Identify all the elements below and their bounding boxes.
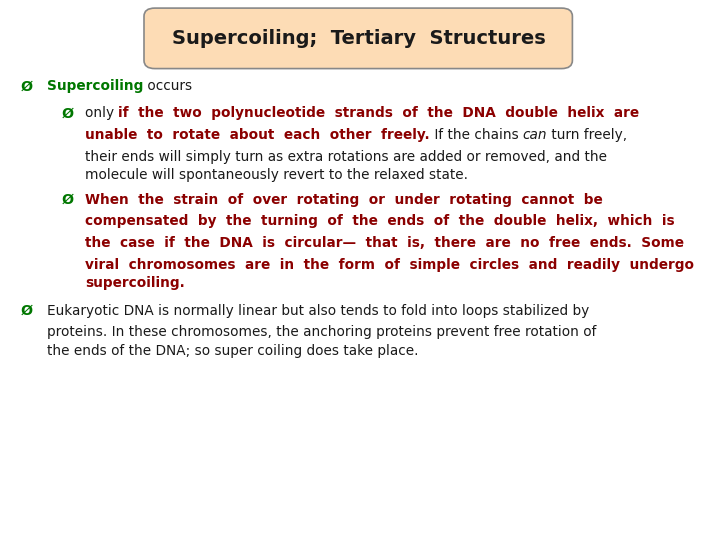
Text: Eukaryotic DNA is normally linear but also tends to fold into loops stabilized b: Eukaryotic DNA is normally linear but al…: [47, 303, 589, 318]
Text: unable  to  rotate  about  each  other  freely.: unable to rotate about each other freely…: [85, 128, 430, 142]
Text: their ends will simply turn as extra rotations are added or removed, and the: their ends will simply turn as extra rot…: [85, 150, 607, 164]
Text: If the chains: If the chains: [430, 128, 523, 142]
Text: Ø: Ø: [20, 79, 32, 93]
Text: Ø: Ø: [61, 193, 73, 207]
FancyBboxPatch shape: [144, 8, 572, 69]
Text: occurs: occurs: [143, 79, 192, 93]
Text: the  case  if  the  DNA  is  circular—  that  is,  there  are  no  free  ends.  : the case if the DNA is circular— that is…: [85, 236, 684, 250]
Text: turn freely,: turn freely,: [547, 128, 627, 142]
Text: Supercoiling;  Tertiary  Structures: Supercoiling; Tertiary Structures: [171, 29, 546, 48]
Text: supercoiling.: supercoiling.: [85, 276, 185, 291]
Text: Ø: Ø: [61, 106, 73, 120]
Text: When  the  strain  of  over  rotating  or  under  rotating  cannot  be: When the strain of over rotating or unde…: [85, 193, 603, 207]
Text: only: only: [85, 106, 119, 120]
Text: proteins. In these chromosomes, the anchoring proteins prevent free rotation of: proteins. In these chromosomes, the anch…: [47, 325, 596, 339]
Text: Ø: Ø: [20, 303, 32, 318]
Text: can: can: [523, 128, 547, 142]
Text: compensated  by  the  turning  of  the  ends  of  the  double  helix,  which  is: compensated by the turning of the ends o…: [85, 214, 675, 228]
Text: if  the  two  polynucleotide  strands  of  the  DNA  double  helix  are: if the two polynucleotide strands of the…: [119, 106, 639, 120]
Text: the ends of the DNA; so super coiling does take place.: the ends of the DNA; so super coiling do…: [47, 344, 418, 358]
Text: viral  chromosomes  are  in  the  form  of  simple  circles  and  readily  under: viral chromosomes are in the form of sim…: [85, 258, 694, 272]
Text: Supercoiling: Supercoiling: [47, 79, 143, 93]
Text: molecule will spontaneously revert to the relaxed state.: molecule will spontaneously revert to th…: [85, 168, 468, 183]
